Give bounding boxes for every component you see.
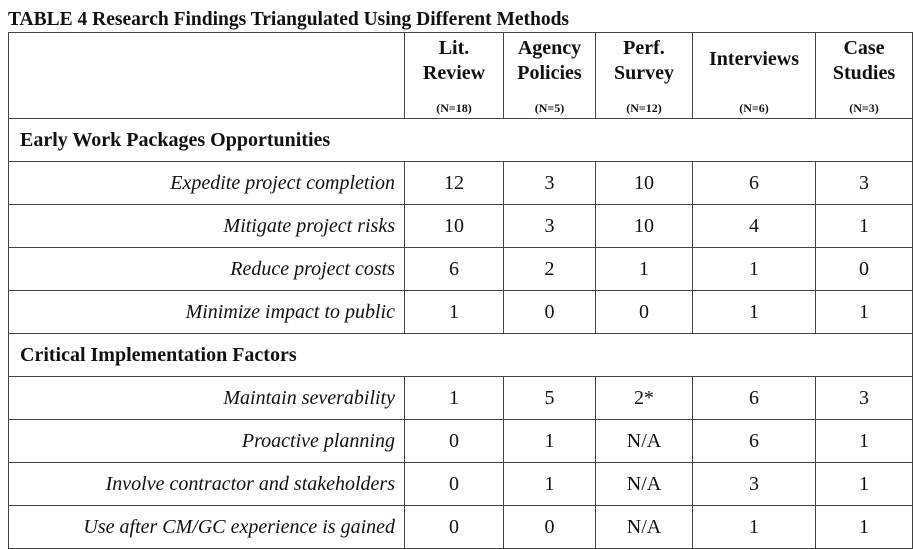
table-cell: 0 [404,462,504,506]
table-cell: 1 [503,419,596,463]
table-cell: 10 [404,204,504,248]
row-label: Mitigate project risks [8,204,405,248]
table-cell: 1 [692,290,816,334]
column-header-lit-review: Lit. Review (N=18) [404,32,504,119]
table-row: Proactive planning 0 1 N/A 6 1 [8,419,913,463]
column-header-line: Agency [517,37,582,59]
table-cell: 4 [692,204,816,248]
column-header-line: Policies [517,62,582,84]
table-cell: 0 [404,419,504,463]
table-row: Minimize impact to public 1 0 0 1 1 [8,290,913,334]
table-row: Reduce project costs 6 2 1 1 0 [8,247,913,291]
table-cell: 1 [815,204,913,248]
table-cell: 1 [503,462,596,506]
row-label: Reduce project costs [8,247,405,291]
column-sample-size: (N=12) [626,101,662,115]
table-row: Maintain severability 1 5 2* 6 3 [8,376,913,420]
column-header-line: Case [843,37,885,59]
table-cell: 1 [815,290,913,334]
table-cell: 0 [595,290,693,334]
section-title: Early Work Packages Opportunities [8,118,913,162]
row-label: Involve contractor and stakeholders [8,462,405,506]
table-cell: 6 [692,419,816,463]
table-cell: 6 [404,247,504,291]
column-header-line: Lit. [438,37,470,59]
column-header-case-studies: Case Studies (N=3) [815,32,913,119]
table-cell: 3 [503,161,596,205]
column-header-perf-survey: Perf. Survey (N=12) [595,32,693,119]
table-cell: 0 [503,505,596,549]
table-cell: 1 [815,462,913,506]
row-label: Expedite project completion [8,161,405,205]
column-header-line: Interviews [709,48,799,70]
table-cell: 3 [692,462,816,506]
table-row: Use after CM/GC experience is gained 0 0… [8,505,913,549]
table-cell: 0 [815,247,913,291]
findings-table: Lit. Review (N=18) Agency Policies (N=5) P… [8,32,913,549]
row-label: Use after CM/GC experience is gained [8,505,405,549]
table-cell: 6 [692,376,816,420]
table-cell: 2 [503,247,596,291]
table-cell: 1 [404,290,504,334]
column-header-line: Perf. [623,37,665,59]
table-cell: N/A [595,462,693,506]
table-cell: 3 [815,161,913,205]
section-header-row: Critical Implementation Factors [8,333,913,377]
table-caption: TABLE 4 Research Findings Triangulated U… [8,9,570,30]
column-header-line: Studies [832,62,896,84]
column-header-line: Review [422,62,486,84]
column-sample-size: (N=5) [534,101,565,115]
table-cell: 1 [404,376,504,420]
row-label: Minimize impact to public [8,290,405,334]
table-cell: 5 [503,376,596,420]
table-cell: 1 [815,505,913,549]
header-row: Lit. Review (N=18) Agency Policies (N=5) P… [8,32,913,119]
table-cell: 0 [503,290,596,334]
section-header-row: Early Work Packages Opportunities [8,118,913,162]
column-sample-size: (N=6) [739,101,769,115]
column-header-agency-policies: Agency Policies (N=5) [503,32,596,119]
table-row: Mitigate project risks 10 3 10 4 1 [8,204,913,248]
column-sample-size: (N=18) [436,101,472,115]
column-header-interviews: Interviews (N=6) [692,32,816,119]
table-cell: 10 [595,204,693,248]
table-cell: 1 [692,247,816,291]
table-cell: 3 [815,376,913,420]
row-label: Maintain severability [8,376,405,420]
table-cell: 10 [595,161,693,205]
table-cell: 3 [503,204,596,248]
section-title: Critical Implementation Factors [8,333,913,377]
column-header-line: Survey [614,62,674,84]
table-cell: 2* [595,376,693,420]
table-cell: 12 [404,161,504,205]
table-cell: 1 [595,247,693,291]
table-row: Expedite project completion 12 3 10 6 3 [8,161,913,205]
table-cell: 1 [692,505,816,549]
row-label: Proactive planning [8,419,405,463]
column-sample-size: (N=3) [849,101,879,115]
table-cell: N/A [595,419,693,463]
table-cell: 6 [692,161,816,205]
table-row: Involve contractor and stakeholders 0 1 … [8,462,913,506]
table-cell: 0 [404,505,504,549]
table-cell: 1 [815,419,913,463]
header-blank-cell [8,32,405,119]
table-cell: N/A [595,505,693,549]
